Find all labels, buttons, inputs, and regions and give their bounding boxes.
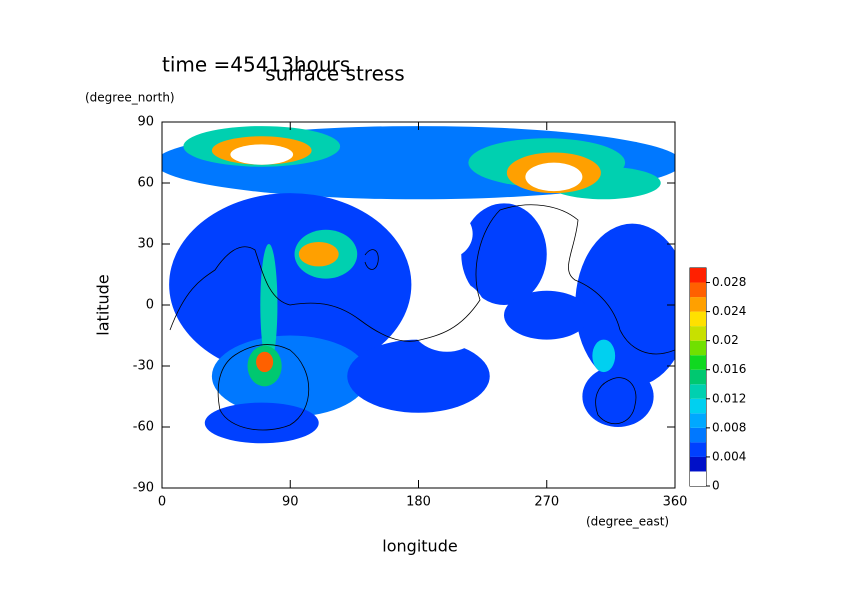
colorbar-tick-label: 0.02	[712, 333, 739, 347]
colorbar-tick-label: 0.028	[712, 275, 746, 289]
colorbar-tick-label: 0.012	[712, 391, 746, 405]
colorbar-tick-label: 0.008	[712, 420, 746, 434]
colorbar-band	[690, 442, 706, 457]
colorbar-band	[690, 413, 706, 428]
contour-region	[230, 144, 294, 165]
contour-region	[298, 241, 339, 267]
colorbar-tick-label: 0.024	[712, 304, 746, 318]
coastlines	[169, 204, 675, 431]
colorbar-band	[690, 282, 706, 298]
contour-region	[407, 278, 487, 352]
colorbar-band	[690, 311, 706, 327]
colorbar-tick-label: 0.016	[712, 362, 746, 376]
chart-subtitle: time =45413hours	[162, 53, 350, 77]
y-axis-label: latitude	[94, 274, 113, 335]
chart-title: surface stress	[265, 62, 404, 86]
colorbar-band	[690, 427, 706, 443]
colorbar-band	[690, 456, 706, 472]
contour-region	[169, 193, 412, 377]
x-tick-label: 180	[406, 495, 431, 510]
contour-region	[260, 244, 278, 366]
x-axis-label: longitude	[382, 537, 457, 556]
colorbar-band	[690, 326, 706, 341]
colorbar-tick-label: 0	[712, 479, 720, 493]
x-unit: (degree_east)	[586, 515, 669, 529]
y-tick-label: 0	[146, 298, 154, 313]
y-tick-label: -30	[133, 359, 154, 374]
contour-region	[211, 335, 369, 417]
colorbar-band	[690, 297, 706, 312]
x-tick-label: 270	[534, 495, 559, 510]
contour-region	[582, 366, 654, 427]
y-tick-label: 90	[137, 115, 154, 130]
contour-region	[592, 339, 616, 373]
colorbar-tick-label: 0.004	[712, 449, 746, 463]
y-tick-label: -90	[133, 481, 154, 496]
x-tick-label: 360	[663, 495, 688, 510]
x-tick-label: 0	[158, 495, 166, 510]
x-tick-label: 90	[282, 495, 299, 510]
colorbar-band	[690, 268, 706, 283]
colorbar-band	[690, 355, 706, 370]
y-unit: (degree_north)	[85, 91, 175, 105]
y-tick-label: 30	[137, 237, 154, 252]
colorbar-band	[690, 398, 706, 414]
contour-region	[204, 402, 319, 444]
colorbar-band	[690, 340, 706, 356]
contour-region	[421, 209, 473, 259]
colorbar-band	[690, 471, 706, 486]
y-tick-label: -60	[133, 420, 154, 435]
contour-region	[461, 203, 547, 305]
contour-region	[525, 162, 583, 192]
contour-field	[162, 122, 675, 488]
contour-region	[504, 290, 590, 340]
contour-region	[256, 351, 274, 373]
y-tick-label: 60	[137, 176, 154, 191]
colorbar-band	[690, 384, 706, 399]
contour-region	[347, 339, 490, 413]
colorbar-band	[690, 369, 706, 385]
